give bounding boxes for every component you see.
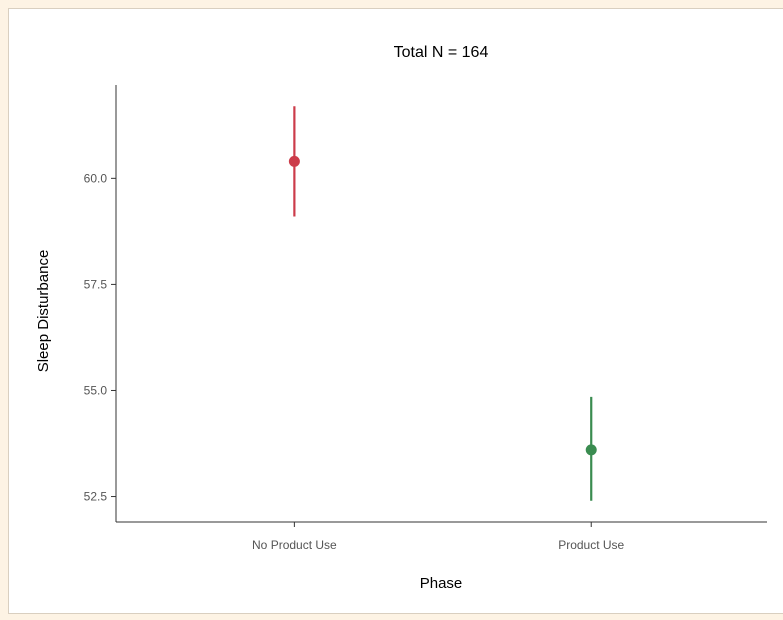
y-tick-label: 60.0 — [84, 171, 108, 185]
data-point — [585, 444, 597, 456]
x-axis-label: Phase — [420, 575, 463, 592]
x-tick-label: Product Use — [558, 538, 624, 552]
y-tick-label: 52.5 — [84, 490, 108, 504]
data-point — [288, 155, 300, 167]
chart-svg: Total N = 164 Phase Sleep Disturbance 52… — [35, 44, 767, 592]
chart-panel: Total N = 164 Phase Sleep Disturbance 52… — [8, 8, 783, 614]
y-tick-label: 57.5 — [84, 277, 108, 291]
y-tick-label: 55.0 — [84, 383, 108, 397]
y-axis-label: Sleep Disturbance — [35, 250, 52, 373]
x-tick-label: No Product Use — [252, 538, 337, 552]
chart-title: Total N = 164 — [394, 44, 489, 61]
